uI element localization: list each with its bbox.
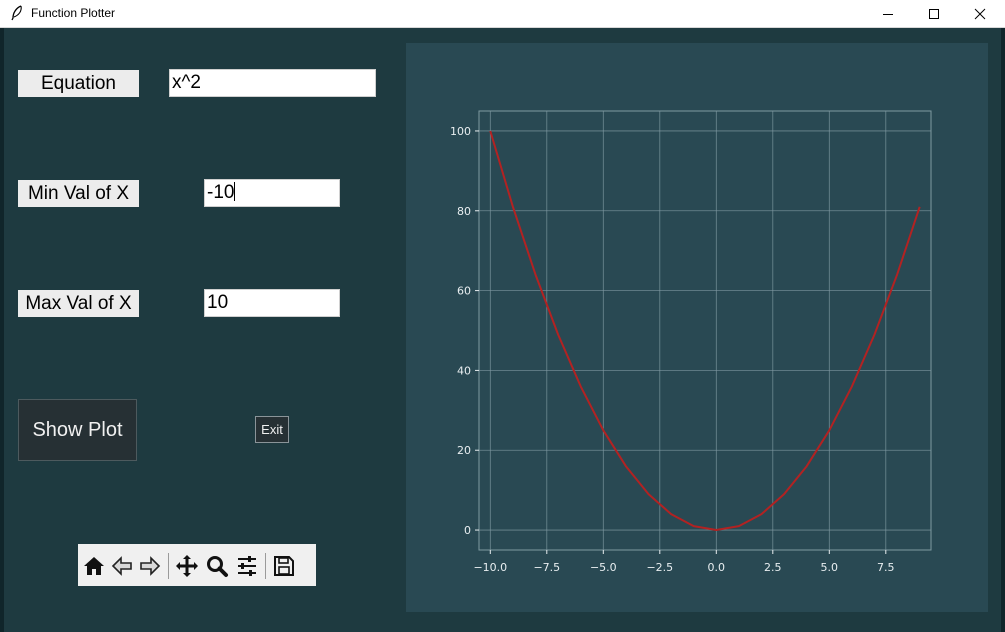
toolbar-separator bbox=[265, 553, 266, 579]
x-tick-label: −10.0 bbox=[473, 561, 507, 574]
plot-canvas[interactable]: −10.0 −7.5 −5.0 −2.5 0.0 2.5 5.0 7.5 0 20 40 60 80 10… bbox=[406, 43, 988, 612]
window-border-left bbox=[0, 28, 4, 632]
feather-icon bbox=[11, 5, 22, 21]
equation-input[interactable]: x^2 bbox=[169, 69, 376, 97]
minimize-icon bbox=[883, 13, 893, 15]
axes-frame bbox=[478, 110, 932, 551]
y-tick-label: 100 bbox=[450, 125, 471, 138]
window-title: Function Plotter bbox=[31, 6, 116, 20]
configure-subplots-icon[interactable] bbox=[235, 554, 259, 578]
show-plot-button[interactable]: Show Plot bbox=[18, 399, 137, 461]
y-tick-label: 40 bbox=[457, 364, 471, 377]
home-icon[interactable] bbox=[82, 554, 106, 578]
x-tick-label: −7.5 bbox=[533, 561, 560, 574]
close-icon bbox=[974, 8, 986, 19]
close-button[interactable] bbox=[957, 0, 1003, 27]
title-bar: Function Plotter bbox=[0, 0, 1005, 28]
back-arrow-icon[interactable] bbox=[110, 554, 134, 578]
exit-button[interactable]: Exit bbox=[255, 416, 289, 443]
forward-arrow-icon[interactable] bbox=[138, 554, 162, 578]
navigation-toolbar bbox=[78, 544, 316, 586]
minimize-button[interactable] bbox=[865, 0, 911, 27]
max-x-input-value: 10 bbox=[207, 292, 229, 313]
x-tick-label: −2.5 bbox=[646, 561, 673, 574]
min-x-input[interactable]: -10 bbox=[204, 179, 340, 207]
line-chart: −10.0 −7.5 −5.0 −2.5 0.0 2.5 5.0 7.5 0 20 40 60 80 10… bbox=[450, 110, 932, 574]
x-tick-label: 7.5 bbox=[877, 561, 895, 574]
min-x-label: Min Val of X bbox=[18, 180, 139, 207]
x-tick-label: −5.0 bbox=[590, 561, 617, 574]
x-tick-label: 5.0 bbox=[821, 561, 839, 574]
y-tick-label: 60 bbox=[457, 285, 471, 298]
x-tick-label: 0.0 bbox=[708, 561, 726, 574]
y-tick-label: 20 bbox=[457, 444, 471, 457]
maximize-button[interactable] bbox=[911, 0, 957, 27]
series-line bbox=[489, 130, 921, 531]
min-x-input-value: -10 bbox=[207, 182, 235, 203]
window-border-right bbox=[1001, 28, 1005, 632]
y-tick-label: 0 bbox=[464, 524, 471, 537]
max-x-label: Max Val of X bbox=[18, 290, 139, 317]
text-caret bbox=[234, 182, 236, 201]
toolbar-separator bbox=[168, 553, 169, 579]
pan-icon[interactable] bbox=[175, 554, 199, 578]
equation-label: Equation bbox=[18, 70, 139, 97]
y-tick-label: 80 bbox=[457, 205, 471, 218]
save-icon[interactable] bbox=[272, 554, 296, 578]
maximize-icon bbox=[929, 8, 939, 19]
max-x-input[interactable]: 10 bbox=[204, 289, 340, 317]
zoom-icon[interactable] bbox=[205, 554, 229, 578]
equation-input-value: x^2 bbox=[172, 72, 201, 93]
x-tick-label: 2.5 bbox=[764, 561, 782, 574]
